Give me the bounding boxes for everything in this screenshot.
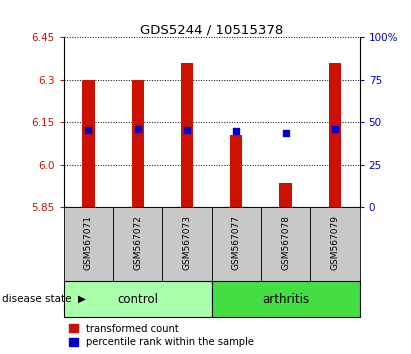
Text: arthritis: arthritis [262,293,309,306]
Bar [162,207,212,281]
Point [282,130,289,136]
Bar [181,63,193,207]
Bar [310,207,360,281]
Text: GSM567073: GSM567073 [182,215,192,270]
Bar [261,207,310,281]
Bar [329,63,341,207]
Text: GSM567071: GSM567071 [84,215,93,270]
Text: disease state  ▶: disease state ▶ [2,294,86,304]
Text: GSM567078: GSM567078 [281,215,290,270]
Point [233,129,240,134]
Text: control: control [117,293,158,306]
Bar [64,207,113,281]
Bar [82,80,95,207]
Bar [212,207,261,281]
Bar [64,281,212,317]
Title: GDS5244 / 10515378: GDS5244 / 10515378 [140,23,283,36]
Bar [279,183,292,207]
Point [184,127,190,133]
Point [332,127,338,132]
Text: GSM567077: GSM567077 [232,215,241,270]
Bar [113,207,162,281]
Legend: transformed count, percentile rank within the sample: transformed count, percentile rank withi… [65,320,258,351]
Point [134,127,141,132]
Text: GSM567072: GSM567072 [133,215,142,270]
Bar [230,135,242,207]
Bar [132,80,144,207]
Text: GSM567079: GSM567079 [330,215,339,270]
Bar [212,281,360,317]
Point [85,127,92,133]
